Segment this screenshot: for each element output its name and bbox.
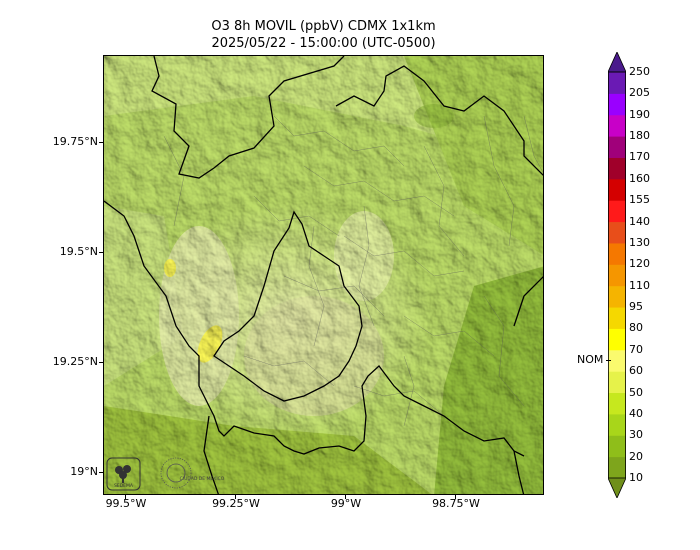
colorbar-tick-label: 10 bbox=[629, 471, 643, 484]
sedema-logo-text: SEDEMA bbox=[114, 483, 134, 489]
colorbar-segment bbox=[608, 157, 626, 180]
colorbar-segment bbox=[608, 328, 626, 351]
cdmx-logo-text: CIUDAD DE MÉXICO bbox=[180, 474, 225, 482]
colorbar-extend-max bbox=[608, 52, 626, 73]
colorbar-segment bbox=[608, 114, 626, 137]
colorbar-extend-min bbox=[608, 477, 626, 498]
lat-tick-label: 19°N bbox=[70, 465, 98, 478]
colorbar-segment bbox=[608, 456, 626, 479]
colorbar-segment bbox=[608, 413, 626, 436]
state-boundaries bbox=[104, 56, 543, 494]
colorbar-tick-label: 95 bbox=[629, 300, 643, 314]
lon-tick-label: 99°W bbox=[330, 497, 362, 510]
colorbar bbox=[608, 52, 626, 498]
lon-tick-mark bbox=[235, 495, 236, 499]
colorbar-tick-label: 120 bbox=[629, 257, 650, 271]
lat-tick-mark bbox=[99, 252, 103, 253]
colorbar-tick-label: 40 bbox=[629, 406, 643, 420]
colorbar-tick-label: 155 bbox=[629, 193, 650, 207]
colorbar-segment bbox=[608, 93, 626, 116]
colorbar-segment bbox=[608, 264, 626, 287]
colorbar-tick-label: 130 bbox=[629, 235, 650, 249]
colorbar-segment bbox=[608, 435, 626, 458]
lat-tick-mark bbox=[99, 142, 103, 143]
ozone-map: SEDEMA CIUDAD DE MÉXICO bbox=[103, 55, 544, 495]
colorbar-segment bbox=[608, 349, 626, 372]
colorbar-segment bbox=[608, 371, 626, 394]
colorbar-segment bbox=[608, 307, 626, 329]
lon-tick-label: 99.25°W bbox=[212, 497, 260, 510]
map-timestamp: 2025/05/22 - 15:00:00 (UTC-0500) bbox=[211, 36, 436, 51]
nom-tick bbox=[606, 360, 611, 362]
sedema-logo: SEDEMA bbox=[106, 457, 141, 491]
colorbar-segment bbox=[608, 72, 626, 94]
map-canvas: SEDEMA CIUDAD DE MÉXICO bbox=[104, 56, 543, 494]
lat-tick-label: 19.75°N bbox=[52, 135, 98, 148]
colorbar-tick-label: 160 bbox=[629, 171, 650, 185]
lon-tick-label: 99.5°W bbox=[105, 497, 147, 510]
colorbar-segment bbox=[608, 136, 626, 158]
colorbar-segment bbox=[608, 178, 626, 201]
lat-tick-label: 19.5°N bbox=[59, 245, 98, 258]
colorbar-segment bbox=[608, 221, 626, 244]
colorbar-tick-label: 20 bbox=[629, 449, 643, 463]
ozone-field bbox=[104, 56, 543, 494]
lat-tick-label: 19.25°N bbox=[52, 355, 98, 368]
lat-tick-mark bbox=[99, 472, 103, 473]
colorbar-tick-label: 70 bbox=[629, 342, 643, 356]
colorbar-segment bbox=[608, 200, 626, 223]
lat-tick-mark bbox=[99, 362, 103, 363]
lon-tick-label: 98.75°W bbox=[432, 497, 480, 510]
cdmx-logo: CIUDAD DE MÉXICO bbox=[160, 457, 225, 489]
colorbar-tick-label: 205 bbox=[629, 86, 650, 100]
colorbar-tick-label: 250 bbox=[629, 65, 650, 78]
map-title: O3 8h MOVIL (ppbV) CDMX 1x1km bbox=[211, 19, 436, 34]
municipal-boundaries bbox=[163, 115, 543, 427]
lon-tick-mark bbox=[345, 495, 346, 499]
colorbar-tick-label: 80 bbox=[629, 321, 643, 335]
colorbar-tick-label: 140 bbox=[629, 214, 650, 228]
colorbar-tick-label: 190 bbox=[629, 107, 650, 121]
colorbar-tick-label: 60 bbox=[629, 364, 643, 378]
nom-label: NOM bbox=[577, 353, 604, 367]
colorbar-segment bbox=[608, 285, 626, 308]
colorbar-segment bbox=[608, 392, 626, 415]
colorbar-tick-label: 110 bbox=[629, 278, 650, 292]
lon-tick-mark bbox=[125, 495, 126, 499]
colorbar-tick-label: 30 bbox=[629, 428, 643, 442]
colorbar-tick-label: 170 bbox=[629, 150, 650, 164]
colorbar-tick-label: 50 bbox=[629, 385, 643, 399]
colorbar-segment bbox=[608, 242, 626, 265]
colorbar-frame bbox=[608, 71, 626, 479]
colorbar-tick-label: 180 bbox=[629, 129, 650, 143]
lon-tick-mark bbox=[455, 495, 456, 499]
